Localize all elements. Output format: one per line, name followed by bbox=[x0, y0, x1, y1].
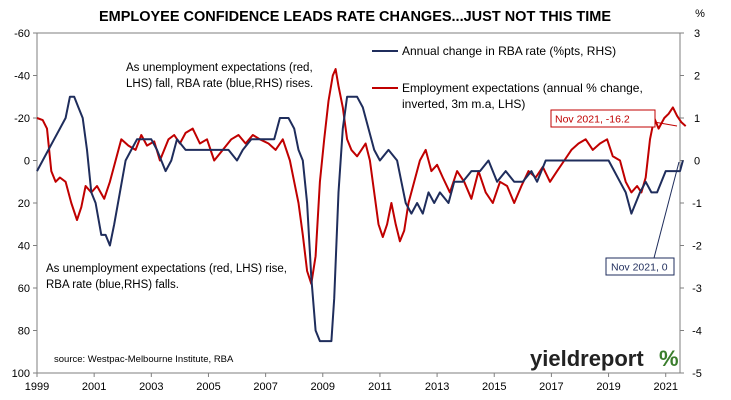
right-axis-unit: % bbox=[695, 8, 705, 20]
callout-box-blue bbox=[605, 257, 675, 276]
x-tick-label: 2015 bbox=[482, 381, 506, 393]
x-tick-label: 2019 bbox=[596, 381, 620, 393]
x-tick-label: 2017 bbox=[539, 381, 563, 393]
left-tick-label: -60 bbox=[14, 28, 30, 40]
right-axis-ticks: 3 2 1 0 -1 -2 -3 -4 -5 bbox=[680, 28, 702, 380]
right-tick-label: -1 bbox=[692, 198, 702, 210]
x-tick-label: 2021 bbox=[653, 381, 677, 393]
source-note: source: Westpac-Melbourne Institute, RBA bbox=[54, 354, 234, 365]
annotation-bottom-line1: As unemployment expectations (red, LHS) … bbox=[46, 263, 287, 275]
left-tick-label: 20 bbox=[18, 198, 30, 210]
legend-label-rba-rate: Annual change in RBA rate (%pts, RHS) bbox=[402, 44, 616, 58]
x-tick-label: 1999 bbox=[25, 381, 49, 393]
right-tick-label: -4 bbox=[692, 326, 702, 338]
right-tick-label: -3 bbox=[692, 283, 702, 295]
right-tick-label: -5 bbox=[692, 368, 702, 380]
series-line-employment-expectations bbox=[36, 68, 687, 285]
brand-logo-percent-icon: % bbox=[659, 346, 679, 371]
callout-leader-red bbox=[653, 121, 678, 127]
brand-logo-text: yieldreport bbox=[530, 346, 644, 371]
annotation-bottom-line2: RBA rate (blue,RHS) falls. bbox=[46, 279, 179, 291]
right-tick-label: 0 bbox=[694, 156, 700, 168]
annotation-top-line1: As unemployment expectations (red, bbox=[126, 62, 313, 74]
series-layer bbox=[36, 68, 687, 343]
chart-title: EMPLOYEE CONFIDENCE LEADS RATE CHANGES..… bbox=[99, 9, 611, 25]
x-tick-label: 2011 bbox=[368, 381, 392, 393]
callout-leader-blue bbox=[653, 161, 680, 259]
left-tick-label: -20 bbox=[14, 113, 30, 125]
left-tick-label: 60 bbox=[18, 283, 30, 295]
right-tick-label: 3 bbox=[694, 28, 700, 40]
x-tick-label: 2001 bbox=[82, 381, 106, 393]
right-tick-label: 2 bbox=[694, 71, 700, 83]
callout-label-blue: Nov 2021, 0 bbox=[611, 262, 668, 274]
x-tick-label: 2005 bbox=[196, 381, 220, 393]
x-axis-ticks: 1999 2001 2003 2005 2007 2009 2011 2013 2015 2017… bbox=[25, 373, 678, 393]
right-tick-label: 1 bbox=[694, 113, 700, 125]
x-tick-label: 2007 bbox=[253, 381, 277, 393]
left-tick-label: 100 bbox=[12, 368, 30, 380]
series-line-rba-rate bbox=[36, 95, 684, 343]
left-tick-label: 40 bbox=[18, 241, 30, 253]
legend-label-employment-expectations-line2: inverted, 3m m.a, LHS) bbox=[402, 97, 525, 111]
legend-label-employment-expectations-line1: Employment expectations (annual % change… bbox=[402, 81, 643, 95]
left-tick-label: -40 bbox=[14, 71, 30, 83]
callout-box-red bbox=[550, 109, 656, 128]
left-axis-ticks: -60 -40 -20 0 20 40 60 80 100 bbox=[12, 28, 37, 380]
x-tick-label: 2009 bbox=[311, 381, 335, 393]
left-tick-label: 80 bbox=[18, 326, 30, 338]
annotation-top-line2: LHS) fall, RBA rate (blue,RHS) rises. bbox=[126, 78, 313, 90]
callout-label-red: Nov 2021, -16.2 bbox=[555, 114, 630, 126]
right-tick-label: -2 bbox=[692, 241, 702, 253]
x-tick-label: 2013 bbox=[425, 381, 449, 393]
left-tick-label: 0 bbox=[24, 156, 30, 168]
x-tick-label: 2003 bbox=[139, 381, 163, 393]
